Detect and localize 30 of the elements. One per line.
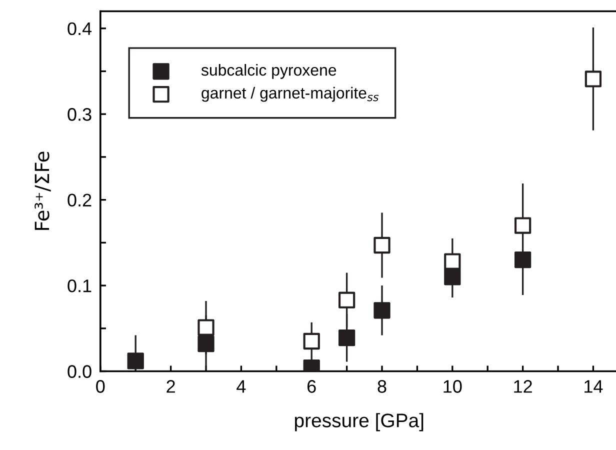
point	[584, 70, 602, 88]
point	[374, 236, 390, 254]
x-tick-label: 14	[584, 380, 603, 393]
point	[303, 332, 320, 350]
point	[444, 253, 461, 270]
point	[338, 329, 356, 346]
point	[374, 302, 390, 319]
x-tick-label: 12	[514, 380, 532, 393]
point	[198, 335, 214, 352]
y-tick-label: 0.3	[68, 108, 92, 121]
point	[444, 268, 461, 286]
point	[338, 292, 356, 308]
point	[514, 217, 532, 234]
y-axis-title: Fe³⁺/ΣFe	[34, 152, 51, 230]
x-tick-label: 6	[308, 380, 316, 393]
legend-label: garnet / garnet-majorite$_{ss}$	[202, 86, 379, 102]
point	[198, 319, 214, 336]
x-axis-title: pressure [GPa]	[295, 413, 424, 432]
y-tick-label: 0.2	[68, 194, 92, 207]
x-tick-label: 2	[166, 380, 175, 393]
y-tick-label: 0.0	[68, 365, 92, 378]
y-tick-label: 0.1	[68, 279, 92, 292]
x-tick-label: 4	[236, 380, 246, 393]
point	[127, 352, 144, 370]
x-tick-label: 8	[378, 380, 386, 393]
legend-label: subcalcic pyroxene	[201, 64, 336, 79]
point	[514, 251, 532, 268]
y-tick-label: 0.4	[68, 22, 92, 36]
x-tick-label: 0	[96, 380, 105, 393]
x-tick-label: 10	[444, 380, 462, 393]
